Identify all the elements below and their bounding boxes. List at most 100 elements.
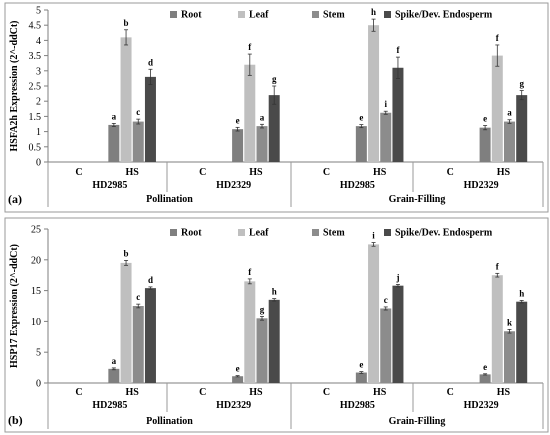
legend-swatch bbox=[312, 11, 319, 18]
bar bbox=[268, 299, 280, 383]
significance-letter: a bbox=[260, 112, 265, 122]
variety-label: HD2329 bbox=[216, 400, 251, 411]
bar bbox=[144, 288, 156, 383]
legend-swatch bbox=[384, 229, 391, 236]
treatment-label: HS bbox=[249, 167, 263, 178]
y-tick-label: 0 bbox=[36, 379, 41, 390]
variety-label: HD2985 bbox=[92, 400, 127, 411]
significance-letter: a bbox=[112, 111, 117, 121]
legend-swatch bbox=[312, 229, 319, 236]
legend-label: Leaf bbox=[249, 228, 269, 239]
treatment-label: C bbox=[75, 167, 82, 178]
significance-letter: g bbox=[272, 74, 277, 84]
bar bbox=[479, 127, 491, 162]
bar bbox=[232, 129, 244, 162]
y-tick-label: 15 bbox=[31, 286, 41, 297]
bar bbox=[491, 55, 503, 162]
treatment-label: HS bbox=[373, 387, 387, 398]
significance-letter: h bbox=[272, 287, 277, 297]
variety-label: HD2985 bbox=[340, 400, 375, 411]
y-tick-label: 4.5 bbox=[29, 21, 42, 32]
legend-label: Spike/Dev. Endosperm bbox=[395, 228, 493, 239]
stage-label: Grain-Filling bbox=[389, 194, 446, 205]
variety-label: HD2329 bbox=[216, 180, 251, 191]
treatment-label: HS bbox=[497, 167, 511, 178]
significance-letter: k bbox=[507, 317, 512, 327]
significance-letter: f bbox=[248, 267, 252, 277]
treatment-label: C bbox=[447, 167, 454, 178]
panel-b: 0 5 10 15 20 25 HSP17 Expression (2^-ddCt) Root… bbox=[4, 217, 549, 433]
legend-label: Stem bbox=[323, 228, 345, 239]
y-tick-label: 4 bbox=[36, 36, 41, 47]
treatment-label: HS bbox=[249, 387, 263, 398]
variety-label: HD2329 bbox=[464, 180, 499, 191]
y-tick-label: 2 bbox=[36, 97, 41, 108]
bar bbox=[516, 95, 528, 162]
significance-letter: g bbox=[260, 304, 265, 314]
bar bbox=[120, 262, 132, 383]
significance-letter: h bbox=[371, 7, 376, 17]
significance-letter: f bbox=[496, 33, 500, 43]
significance-letter: a bbox=[507, 108, 512, 118]
bar bbox=[268, 95, 280, 162]
significance-letter: c bbox=[136, 292, 140, 302]
panel-label: (b) bbox=[8, 413, 23, 427]
bar bbox=[491, 275, 503, 383]
bar bbox=[132, 306, 144, 383]
significance-letter: i bbox=[372, 231, 375, 241]
legend-swatch bbox=[170, 11, 177, 18]
bar bbox=[232, 376, 244, 383]
significance-letter: f bbox=[248, 42, 252, 52]
legend-swatch bbox=[170, 229, 177, 236]
bar bbox=[244, 64, 256, 162]
panel-label: (a) bbox=[8, 192, 22, 206]
bar bbox=[380, 308, 392, 383]
y-tick-label: 2.5 bbox=[29, 82, 42, 93]
y-tick-label: 5 bbox=[36, 6, 41, 17]
y-tick-label: 5 bbox=[36, 348, 41, 359]
bar bbox=[368, 25, 380, 163]
bar bbox=[144, 76, 156, 162]
legend-label: Leaf bbox=[249, 10, 269, 21]
bar bbox=[132, 121, 144, 162]
stage-label: Grain-Filling bbox=[389, 416, 446, 427]
significance-letter: c bbox=[136, 107, 140, 117]
legend-label: Root bbox=[181, 228, 202, 239]
treatment-label: HS bbox=[125, 167, 139, 178]
legend-swatch bbox=[384, 11, 391, 18]
stage-label: Pollination bbox=[146, 194, 193, 205]
significance-letter: f bbox=[496, 261, 500, 271]
y-tick-label: 10 bbox=[31, 317, 41, 328]
panel-frame bbox=[4, 2, 549, 213]
bar bbox=[479, 374, 491, 383]
panel-a: 0 0.5 1 1.5 2 2.5 3 3.5 4 4.5 5 HSFA2h Expression (… bbox=[4, 2, 549, 213]
significance-letter: e bbox=[236, 115, 240, 125]
y-tick-label: 1 bbox=[36, 127, 41, 138]
significance-letter: d bbox=[148, 275, 153, 285]
bar bbox=[244, 281, 256, 383]
treatment-label: HS bbox=[125, 387, 139, 398]
treatment-label: C bbox=[323, 387, 330, 398]
legend-label: Stem bbox=[323, 10, 345, 21]
significance-letter: g bbox=[519, 79, 524, 89]
bar bbox=[504, 331, 515, 383]
significance-letter: e bbox=[483, 114, 487, 124]
legend-label: Spike/Dev. Endosperm bbox=[395, 10, 493, 21]
variety-label: HD2329 bbox=[464, 400, 499, 411]
significance-letter: e bbox=[359, 360, 363, 370]
legend-label: Root bbox=[181, 10, 202, 21]
significance-letter: e bbox=[236, 364, 240, 374]
bar bbox=[120, 37, 132, 162]
y-axis-title: HSFA2h Expression (2^-ddCt) bbox=[9, 20, 20, 151]
significance-letter: e bbox=[359, 113, 363, 123]
bar bbox=[516, 301, 528, 383]
stage-label: Pollination bbox=[146, 416, 193, 427]
variety-label: HD2985 bbox=[92, 180, 127, 191]
significance-letter: d bbox=[148, 57, 153, 67]
treatment-label: C bbox=[447, 387, 454, 398]
significance-letter: b bbox=[124, 248, 129, 258]
significance-letter: j bbox=[395, 272, 399, 282]
y-tick-label: 0 bbox=[36, 158, 41, 169]
y-tick-label: 1.5 bbox=[29, 112, 42, 123]
